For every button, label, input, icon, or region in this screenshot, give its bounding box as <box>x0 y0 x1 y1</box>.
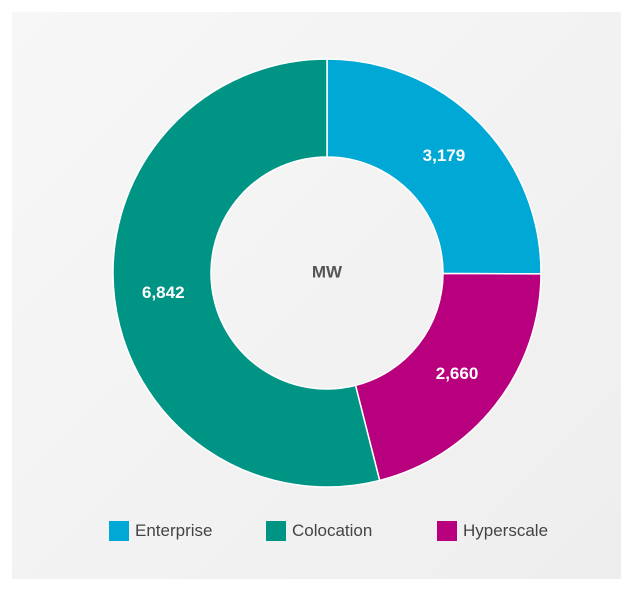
legend-swatch-hyperscale <box>437 521 457 541</box>
slice-hyperscale <box>354 272 542 482</box>
legend-item-enterprise: Enterprise <box>109 521 212 541</box>
legend: Enterprise Colocation Hyperscale <box>0 521 633 543</box>
data-label-colocation: 6,842 <box>142 283 185 302</box>
center-label: MW <box>312 262 343 281</box>
slices-group <box>112 58 542 488</box>
legend-item-colocation: Colocation <box>266 521 372 541</box>
legend-label-enterprise: Enterprise <box>135 521 213 540</box>
legend-label-colocation: Colocation <box>292 521 373 540</box>
legend-item-hyperscale: Hyperscale <box>437 521 548 541</box>
data-labels-group: 3,179 2,660 6,842 <box>142 146 478 383</box>
slice-enterprise <box>326 58 542 275</box>
data-label-hyperscale: 2,660 <box>436 364 479 383</box>
slice-colocation <box>112 58 381 488</box>
data-label-enterprise: 3,179 <box>423 146 466 165</box>
legend-label-hyperscale: Hyperscale <box>463 521 549 540</box>
legend-swatch-enterprise <box>109 521 129 541</box>
legend-swatch-colocation <box>266 521 286 541</box>
